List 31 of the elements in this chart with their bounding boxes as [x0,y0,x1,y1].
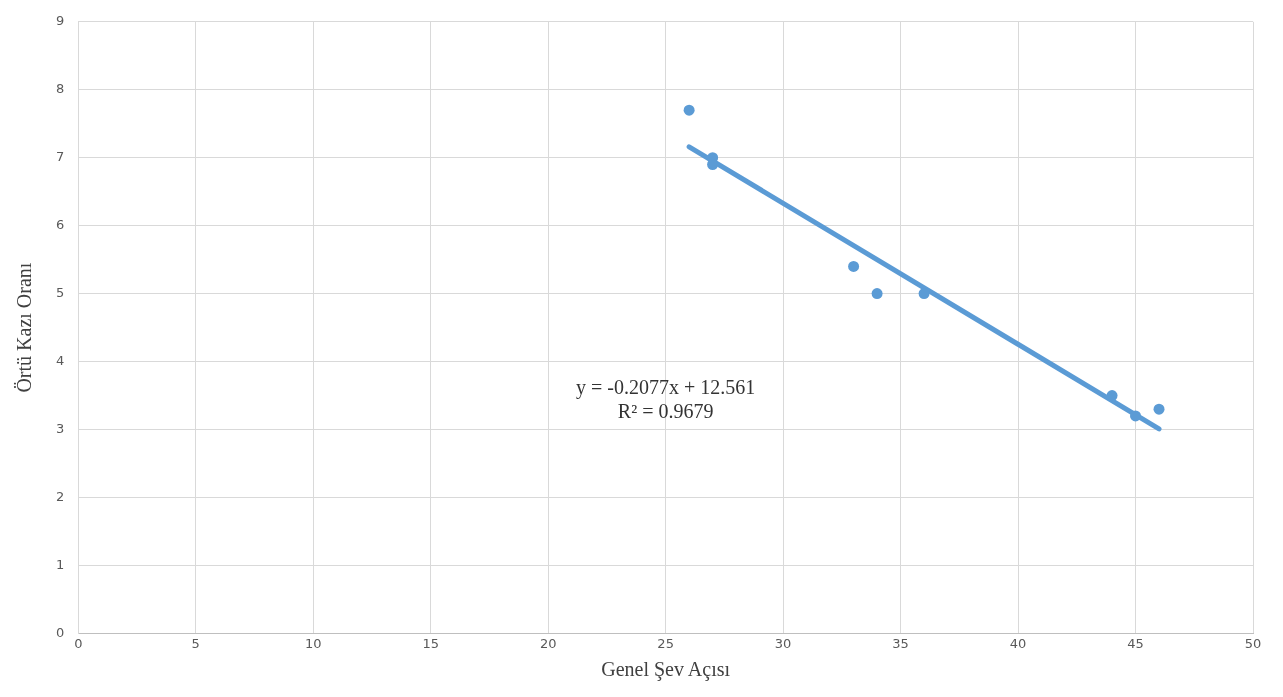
x-tick-label: 25 [657,635,674,651]
y-tick-label: 2 [55,488,65,504]
x-tick-label: 10 [304,635,322,651]
y-tick-label: 7 [55,149,65,165]
x-tick-label: 45 [1127,635,1144,651]
y-tick-label: 1 [55,556,65,572]
y-tick-label: 5 [55,285,65,300]
point [1130,410,1142,422]
x-tick-label: 0 [74,635,83,651]
point [918,288,930,300]
y-tick-label: 8 [55,81,65,97]
y-tick-label: 4 [55,352,65,368]
y-tick-label: 3 [55,420,65,436]
annotation: y = -0.2077x + 12.561 [576,376,756,400]
y-tick-label: 9 [55,13,65,29]
x-tick-label: 15 [422,635,439,651]
x-tick-label: 40 [1009,635,1027,651]
x-tick-label: 50 [1244,635,1262,651]
x-axis-title: Genel Şev Açısı [601,658,731,682]
x-tick-label: 5 [191,635,200,651]
point [1153,403,1165,415]
point [683,104,695,116]
x-tick-label: 35 [892,635,909,651]
point [871,288,883,300]
y-tick-label: 6 [55,217,65,233]
y-tick-label: 0 [55,624,65,640]
x-tick-label: 30 [774,635,792,651]
point [848,260,860,272]
annotation: R² = 0.9679 [617,400,714,423]
x-tick-label: 20 [539,635,557,651]
y-axis-title: Örtü Kazı Oranı [13,262,36,393]
